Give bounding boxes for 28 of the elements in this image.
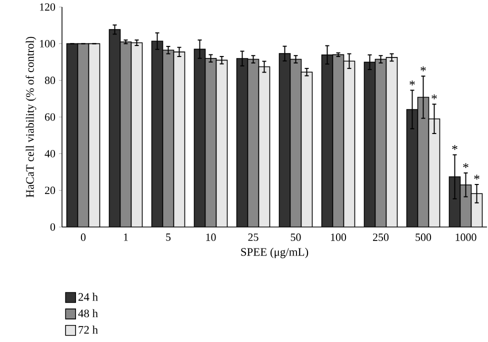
annotation: * (474, 174, 480, 180)
annotation: * (420, 66, 426, 72)
x-tick-label: 1 (124, 234, 128, 241)
x-tick-label: 500 (416, 234, 432, 241)
y-tick-label: 80 (44, 76, 56, 84)
annotation: * (463, 163, 468, 168)
annotation: * (452, 145, 458, 150)
annotation: * (432, 94, 437, 100)
y-tick-label: 40 (44, 150, 56, 158)
x-tick-label: 1000 (456, 234, 476, 241)
x-tick-label: 100 (331, 234, 346, 241)
y-tick-label: 60 (44, 113, 56, 121)
annotation: * (410, 80, 415, 86)
y-tick-label: 100 (40, 40, 56, 48)
y-tick-label: 120 (40, 3, 56, 11)
x-tick-label: 5 (166, 234, 171, 241)
y-tick-label: 20 (45, 186, 56, 194)
y-tick-label: 0 (50, 223, 56, 231)
legend-label: 72 h (78, 326, 98, 334)
x-tick-label: 25 (248, 234, 258, 241)
y-axis-title: HaCaT cell viability (% of control) (26, 36, 36, 198)
x-axis-title: SPEE (μg/mL) (241, 248, 308, 258)
x-tick-label: 0 (80, 234, 86, 241)
x-tick-label: 50 (290, 234, 301, 241)
legend-label: 48 h (78, 309, 98, 318)
x-tick-label: 10 (206, 234, 216, 241)
legend-label: 24 h (78, 292, 98, 301)
x-tick-label: 250 (373, 234, 389, 241)
